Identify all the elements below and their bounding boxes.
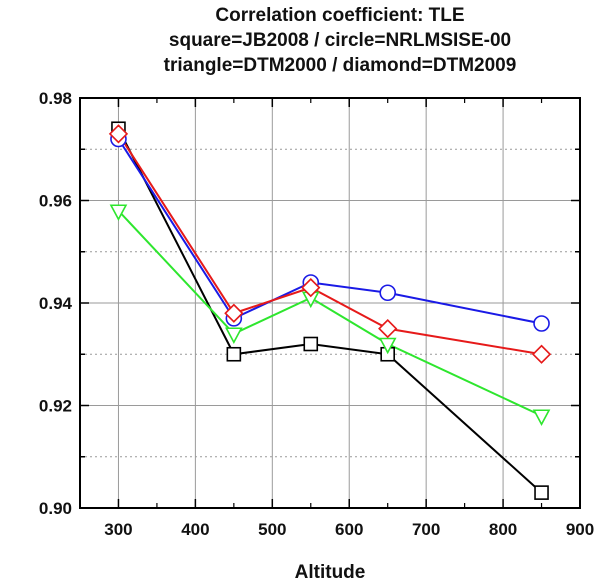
y-tick-label: 0.98 (39, 89, 72, 108)
series-line-dtm2000 (117, 210, 542, 417)
x-tick-label: 900 (566, 520, 594, 539)
x-axis-title: Altitude (295, 562, 366, 582)
y-tick-label: 0.94 (39, 294, 73, 313)
chart-title-line-3: triangle=DTM2000 / diamond=DTM2009 (164, 55, 517, 76)
chart-title-line-1: Correlation coefficient: TLE (215, 5, 464, 26)
data-point-dtm2000 (109, 204, 128, 221)
y-tick-label: 0.92 (39, 397, 72, 416)
grid (80, 98, 581, 508)
data-point-jb2008 (226, 346, 242, 362)
data-point-dtm2009 (224, 303, 244, 323)
tick-labels: 300 400 500 600 700 800 900 0.90 0.92 0.94 0.96 0.9… (39, 89, 594, 539)
data-point-jb2008 (534, 485, 549, 500)
chart-title: Correlation coefficient: TLE square=JB20… (164, 5, 517, 76)
chart-title-line-2: square=JB2008 / circle=NRLMSISE-00 (169, 30, 511, 51)
y-tick-label: 0.90 (39, 499, 72, 518)
data-point-dtm2009 (531, 344, 552, 364)
axis-ticks (79, 97, 581, 509)
x-tick-label: 400 (181, 520, 209, 539)
data-point-dtm2000 (532, 409, 551, 426)
data-point-dtm2009 (108, 124, 129, 144)
y-tick-label: 0.96 (39, 192, 72, 211)
x-tick-label: 500 (258, 520, 286, 539)
data-point-dtm2000 (378, 337, 397, 355)
data-point-dtm2000 (225, 327, 243, 344)
x-tick-label: 600 (335, 520, 363, 539)
x-tick-label: 300 (104, 520, 132, 539)
x-tick-label: 700 (412, 520, 440, 539)
plot-series (108, 121, 552, 500)
data-point-jb2008 (303, 336, 319, 352)
data-point-dtm2009 (378, 318, 398, 339)
data-point-dtm2009 (301, 277, 321, 298)
data-point-nrlmsise-00 (379, 284, 396, 302)
data-point-nrlmsise-00 (533, 315, 550, 332)
x-tick-label: 800 (489, 520, 517, 539)
series-line-dtm2009 (117, 133, 542, 356)
